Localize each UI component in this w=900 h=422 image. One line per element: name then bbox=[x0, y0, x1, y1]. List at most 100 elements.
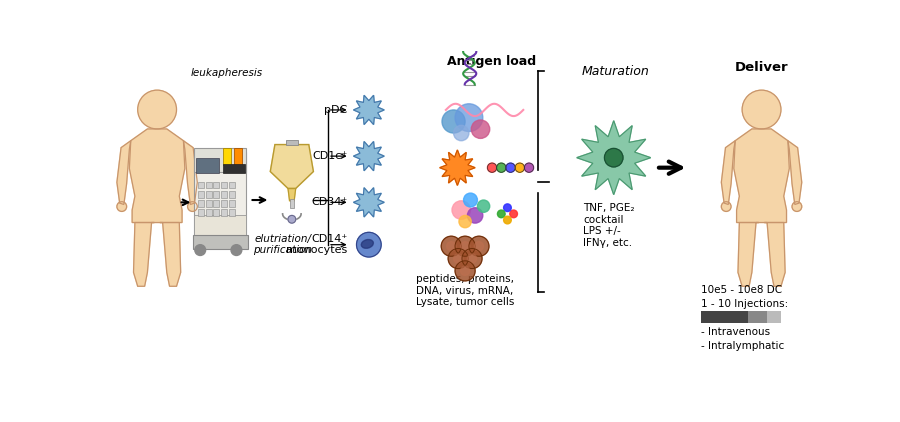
Circle shape bbox=[742, 90, 781, 129]
Circle shape bbox=[506, 163, 515, 172]
Bar bbox=[205, 209, 212, 216]
FancyBboxPatch shape bbox=[194, 215, 247, 237]
Bar bbox=[285, 140, 298, 145]
FancyBboxPatch shape bbox=[194, 149, 247, 171]
Circle shape bbox=[462, 249, 482, 268]
Circle shape bbox=[472, 120, 490, 138]
Circle shape bbox=[498, 210, 505, 218]
Bar bbox=[223, 149, 231, 165]
Polygon shape bbox=[440, 150, 475, 185]
Circle shape bbox=[441, 236, 461, 256]
Bar bbox=[205, 191, 212, 198]
Circle shape bbox=[194, 245, 205, 255]
FancyBboxPatch shape bbox=[223, 164, 245, 173]
Polygon shape bbox=[738, 222, 759, 286]
Polygon shape bbox=[150, 120, 164, 128]
Circle shape bbox=[117, 202, 127, 211]
Bar bbox=[213, 209, 220, 216]
Circle shape bbox=[452, 201, 471, 219]
Circle shape bbox=[448, 249, 468, 268]
Polygon shape bbox=[788, 141, 802, 205]
Polygon shape bbox=[354, 141, 384, 171]
Circle shape bbox=[454, 125, 469, 141]
Bar bbox=[198, 200, 204, 207]
Bar bbox=[221, 209, 227, 216]
Ellipse shape bbox=[361, 240, 374, 248]
Bar bbox=[748, 311, 767, 323]
Bar bbox=[213, 191, 220, 198]
Circle shape bbox=[605, 149, 623, 167]
Circle shape bbox=[442, 110, 465, 133]
Circle shape bbox=[497, 163, 506, 172]
Text: CD14⁺
monocytes: CD14⁺ monocytes bbox=[286, 234, 347, 255]
Polygon shape bbox=[270, 145, 313, 189]
Circle shape bbox=[455, 236, 475, 256]
Circle shape bbox=[515, 163, 525, 172]
Circle shape bbox=[464, 193, 477, 207]
Bar bbox=[205, 181, 212, 189]
Polygon shape bbox=[764, 222, 785, 286]
Circle shape bbox=[187, 202, 197, 211]
Circle shape bbox=[455, 104, 482, 132]
Circle shape bbox=[231, 245, 242, 255]
Polygon shape bbox=[577, 121, 651, 195]
Bar bbox=[229, 209, 235, 216]
Circle shape bbox=[469, 236, 489, 256]
Circle shape bbox=[459, 215, 472, 228]
Bar bbox=[221, 181, 227, 189]
Text: pDC: pDC bbox=[324, 105, 347, 115]
Bar bbox=[198, 191, 204, 198]
Bar bbox=[229, 191, 235, 198]
Polygon shape bbox=[288, 189, 296, 201]
Polygon shape bbox=[117, 141, 130, 205]
Bar bbox=[229, 200, 235, 207]
Bar bbox=[198, 209, 204, 216]
Text: CD34⁺: CD34⁺ bbox=[311, 197, 347, 207]
Circle shape bbox=[525, 163, 534, 172]
Circle shape bbox=[467, 254, 477, 263]
Polygon shape bbox=[722, 141, 735, 205]
Text: 10e5 - 10e8 DC
1 - 10 Injections:
- Intradermal
- Intravenous
- Intralymphatic: 10e5 - 10e8 DC 1 - 10 Injections: - Intr… bbox=[701, 285, 788, 351]
Bar bbox=[290, 199, 294, 208]
Text: leukapheresis: leukapheresis bbox=[190, 68, 263, 78]
Text: Maturation: Maturation bbox=[581, 65, 649, 78]
Polygon shape bbox=[133, 222, 154, 286]
Circle shape bbox=[288, 215, 296, 223]
Bar bbox=[221, 200, 227, 207]
Circle shape bbox=[454, 254, 463, 263]
Text: CD1c⁺: CD1c⁺ bbox=[312, 151, 347, 161]
Text: peptides, proteins,
DNA, virus, mRNA,
Lysate, tumor cells: peptides, proteins, DNA, virus, mRNA, Ly… bbox=[416, 274, 514, 308]
Polygon shape bbox=[354, 188, 384, 217]
Circle shape bbox=[461, 242, 470, 251]
Polygon shape bbox=[184, 141, 197, 205]
Bar bbox=[213, 181, 220, 189]
Circle shape bbox=[488, 163, 497, 172]
Bar bbox=[234, 149, 242, 165]
FancyBboxPatch shape bbox=[193, 235, 248, 249]
Circle shape bbox=[509, 210, 518, 218]
Text: Deliver: Deliver bbox=[734, 61, 788, 74]
Circle shape bbox=[474, 242, 483, 251]
Bar bbox=[221, 191, 227, 198]
Circle shape bbox=[467, 208, 482, 223]
Polygon shape bbox=[160, 222, 181, 286]
Bar bbox=[205, 200, 212, 207]
Text: Antigen load: Antigen load bbox=[447, 55, 536, 68]
Bar bbox=[198, 181, 204, 189]
Polygon shape bbox=[130, 129, 184, 222]
Text: elutriation/
purification: elutriation/ purification bbox=[253, 234, 312, 255]
Bar bbox=[213, 200, 220, 207]
Circle shape bbox=[446, 242, 456, 251]
Polygon shape bbox=[754, 120, 769, 128]
Bar bbox=[767, 311, 781, 323]
Text: TNF, PGE₂
cocktail
LPS +/-
IFNγ, etc.: TNF, PGE₂ cocktail LPS +/- IFNγ, etc. bbox=[583, 203, 634, 248]
Circle shape bbox=[461, 266, 470, 276]
Circle shape bbox=[792, 202, 802, 211]
FancyBboxPatch shape bbox=[196, 158, 220, 173]
Circle shape bbox=[504, 216, 511, 224]
Polygon shape bbox=[354, 95, 384, 124]
Circle shape bbox=[477, 200, 490, 212]
Bar bbox=[701, 311, 748, 323]
Bar bbox=[229, 181, 235, 189]
Polygon shape bbox=[734, 129, 789, 222]
